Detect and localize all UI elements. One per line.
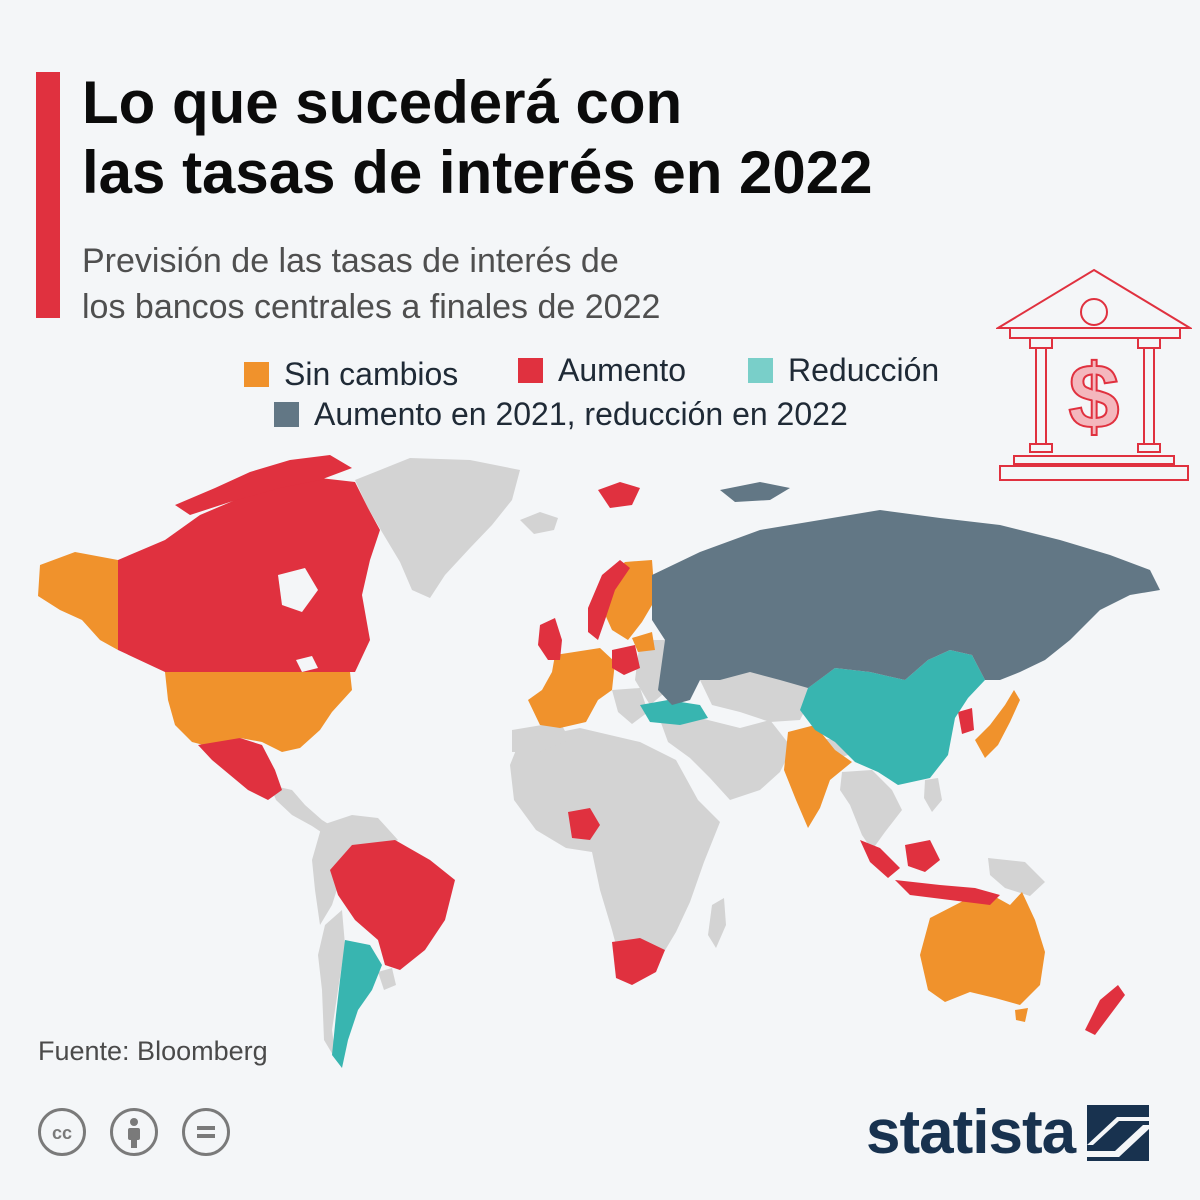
southeast-asia bbox=[840, 770, 902, 850]
uk-ireland bbox=[538, 618, 562, 660]
page-title: Lo que sucederá con las tasas de interés… bbox=[82, 68, 873, 208]
greenland bbox=[355, 458, 520, 598]
central-america bbox=[270, 785, 338, 838]
norway bbox=[588, 560, 630, 640]
new-zealand bbox=[1085, 985, 1125, 1035]
madagascar bbox=[708, 898, 726, 948]
poland bbox=[612, 645, 640, 675]
russia bbox=[652, 510, 1160, 705]
svalbard bbox=[598, 482, 640, 508]
legend-item-no-change: Sin cambios bbox=[244, 356, 458, 393]
canada-arctic-islands bbox=[175, 455, 352, 515]
source-note: Fuente: Bloomberg bbox=[38, 1036, 268, 1066]
south-africa bbox=[612, 938, 665, 985]
statista-brand[interactable]: statista bbox=[866, 1098, 1150, 1168]
australia bbox=[920, 892, 1045, 1005]
alaska bbox=[38, 552, 118, 650]
tasmania bbox=[1015, 1008, 1028, 1022]
japan bbox=[975, 690, 1020, 758]
mexico bbox=[198, 738, 282, 800]
south-america-west bbox=[318, 910, 345, 1060]
legend-item-increase-then-decrease: Aumento en 2021, reducción en 2022 bbox=[274, 396, 848, 433]
brazil bbox=[330, 840, 455, 970]
iceland bbox=[520, 512, 558, 534]
usa bbox=[165, 672, 352, 752]
balkans bbox=[612, 688, 648, 724]
hudson-bay bbox=[278, 568, 318, 612]
svg-text:cc: cc bbox=[52, 1123, 72, 1143]
legend-swatch bbox=[244, 362, 269, 387]
turkey bbox=[640, 700, 708, 725]
western-europe bbox=[528, 648, 615, 728]
subtitle-line-2: los bancos centrales a finales de 2022 bbox=[82, 288, 661, 326]
russia-arctic-islands bbox=[720, 482, 790, 502]
indonesia bbox=[860, 840, 900, 878]
title-line-2: las tasas de interés en 2022 bbox=[82, 139, 873, 206]
world-map bbox=[38, 455, 1160, 1068]
india bbox=[784, 725, 852, 828]
middle-east bbox=[660, 718, 792, 800]
legend-swatch bbox=[748, 358, 773, 383]
attribution-icon[interactable] bbox=[110, 1108, 158, 1156]
map-decrease bbox=[332, 650, 985, 1068]
title-line-1: Lo que sucederá con bbox=[82, 69, 683, 136]
philippines bbox=[924, 778, 942, 812]
legend-label: Sin cambios bbox=[284, 356, 459, 392]
statista-logo-icon bbox=[1087, 1105, 1150, 1161]
legend-label: Aumento en 2021, reducción en 2022 bbox=[314, 396, 848, 432]
borneo-sulawesi bbox=[905, 840, 940, 872]
accent-bar bbox=[36, 72, 60, 318]
china bbox=[800, 650, 985, 785]
no-derivatives-icon-glyph bbox=[197, 1126, 215, 1138]
legend-swatch bbox=[518, 358, 543, 383]
indonesia-islands bbox=[895, 880, 1000, 905]
no-derivatives-icon[interactable] bbox=[182, 1108, 230, 1156]
page-subtitle: Previsión de las tasas de interés de los… bbox=[82, 238, 660, 330]
map-no-data bbox=[270, 458, 1045, 1060]
nigeria bbox=[568, 808, 600, 840]
attribution-icon-glyph bbox=[128, 1118, 140, 1148]
baltics bbox=[632, 632, 655, 652]
map-water bbox=[278, 568, 318, 672]
great-lakes bbox=[296, 656, 318, 672]
legend-swatch bbox=[274, 402, 299, 427]
legend-item-increase: Aumento bbox=[518, 352, 686, 389]
svg-text:$: $ bbox=[1068, 346, 1119, 448]
brand-name: statista bbox=[866, 1098, 1076, 1167]
north-africa-west bbox=[512, 722, 570, 752]
cc-icon-glyph: cc bbox=[52, 1123, 72, 1143]
map-no-change bbox=[38, 552, 1045, 1022]
legend-label: Aumento bbox=[558, 352, 687, 388]
map-increase-then-decrease bbox=[652, 482, 1160, 705]
uruguay bbox=[378, 968, 396, 990]
canada bbox=[118, 478, 380, 672]
map-increase bbox=[118, 455, 1125, 1035]
cc-icon[interactable]: cc bbox=[38, 1108, 86, 1156]
papua bbox=[988, 858, 1045, 896]
argentina bbox=[332, 940, 382, 1068]
subtitle-line-1: Previsión de las tasas de interés de bbox=[82, 242, 619, 280]
bank-dollar-icon: $ bbox=[996, 268, 1192, 481]
legend-item-decrease: Reducción bbox=[748, 352, 939, 389]
south-korea bbox=[958, 708, 974, 734]
africa bbox=[510, 728, 720, 960]
legend-label: Reducción bbox=[788, 352, 940, 388]
